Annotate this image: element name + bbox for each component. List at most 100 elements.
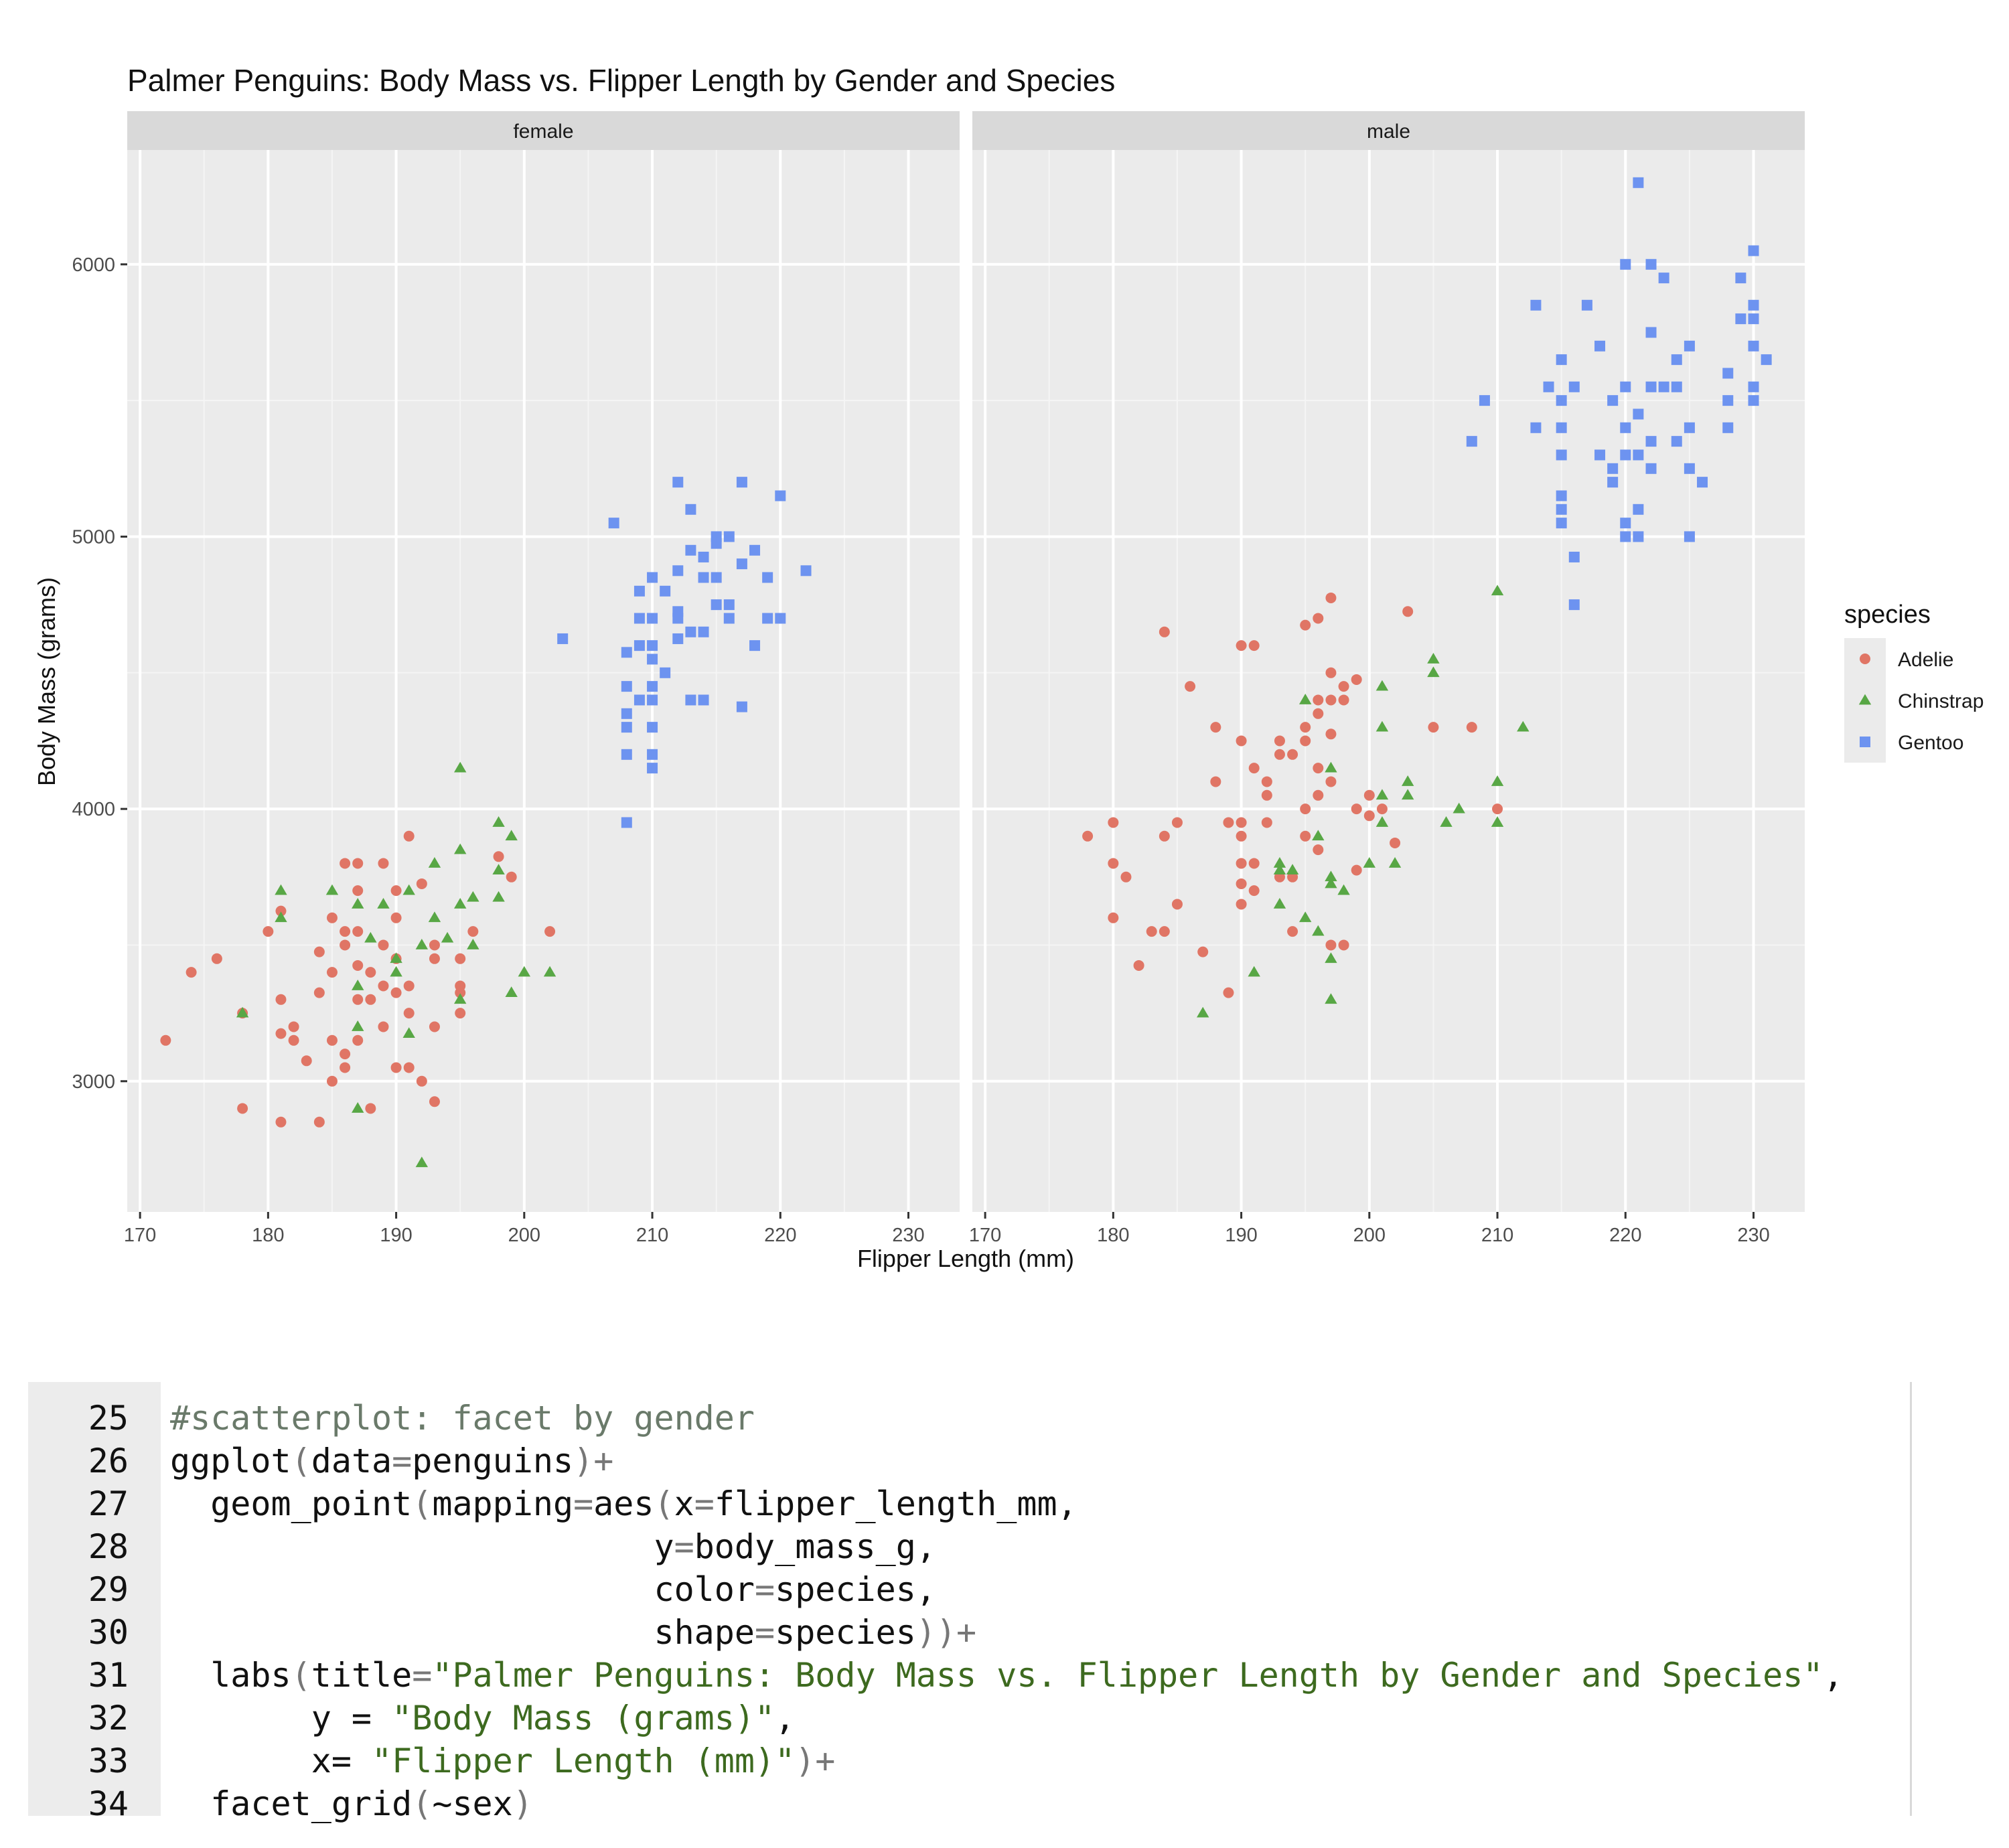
facet-strip-label: female [513,121,573,143]
point-gentoo [1722,422,1734,433]
point-adelie [1363,789,1375,801]
point-adelie [390,912,402,923]
y-tick-label: 3000 [72,1071,115,1093]
point-chinstrap [1363,857,1376,868]
point-gentoo [749,544,761,556]
facet-panel-male: male [972,111,1805,1212]
code-line: 33 x= "Flipper Length (mm)")+ [28,1740,1910,1782]
point-gentoo [736,477,747,488]
point-gentoo [1620,422,1631,433]
code-token: ( [654,1484,674,1523]
point-adelie [429,953,440,964]
legend-label: Adelie [1898,649,1953,671]
point-gentoo [1722,395,1734,406]
point-adelie [1236,899,1247,910]
point-adelie [340,1049,351,1060]
code-token: = [754,1613,775,1652]
line-number: 30 [88,1613,129,1652]
point-chinstrap [505,986,518,998]
point-chinstrap [1273,857,1286,868]
point-adelie [1363,810,1375,822]
point-gentoo [1633,449,1644,461]
code-token: ) [512,1784,533,1823]
point-adelie [1146,926,1157,937]
code-token: "Body Mass (grams)" [392,1699,775,1738]
point-gentoo [647,694,658,706]
x-tick-label: 220 [1609,1225,1641,1246]
point-gentoo [1748,299,1759,311]
point-adelie [429,1096,440,1107]
point-gentoo [1735,273,1746,284]
point-chinstrap [1375,789,1389,800]
code-line: 34 facet_grid(~sex) [28,1782,1910,1825]
point-adelie [326,1075,338,1087]
x-axis-female: 170 180 190 200 210 220 230 [124,1212,925,1246]
code-line: 25 #scatterplot: facet by gender [28,1397,1910,1440]
point-gentoo [1620,381,1631,392]
point-adelie [352,926,364,937]
x-tick-label: 230 [892,1225,924,1246]
point-adelie [1338,694,1349,706]
point-gentoo [685,626,696,637]
y-tick-label: 4000 [72,799,115,820]
code-token: geom_point [170,1484,413,1523]
point-chinstrap [1299,694,1312,704]
point-adelie [416,878,427,889]
point-adelie [211,953,222,964]
point-gentoo [1568,381,1580,392]
point-chinstrap [454,843,467,854]
line-number: 33 [88,1742,129,1780]
point-chinstrap [1453,802,1465,814]
point-gentoo [1556,395,1567,406]
point-gentoo [621,749,632,760]
point-gentoo [1556,354,1567,366]
point-gentoo [1645,463,1657,474]
point-gentoo [1645,258,1657,270]
point-gentoo [1556,518,1567,529]
code-token: species [775,1613,916,1652]
point-gentoo [775,490,786,502]
point-chinstrap [467,891,479,902]
point-adelie [429,1021,440,1032]
point-adelie [1300,735,1311,747]
point-gentoo [647,653,658,665]
point-adelie [352,1034,364,1046]
point-chinstrap [236,1006,249,1018]
point-adelie [1300,722,1311,733]
point-gentoo [621,647,632,658]
code-text: geom_point(mapping=aes(x=flipper_length_… [170,1482,1077,1525]
code-token: = [392,1442,413,1480]
point-chinstrap [1427,653,1440,664]
x-tick-label: 190 [380,1225,412,1246]
legend-marker-adelie [1860,653,1870,664]
chart-title: Palmer Penguins: Body Mass vs. Flipper L… [127,63,1115,98]
code-token: , [1823,1656,1844,1695]
point-gentoo [660,585,671,597]
point-gentoo [634,613,645,624]
point-adelie [1210,722,1221,733]
point-gentoo [634,585,645,597]
point-adelie [1236,858,1247,869]
point-gentoo [1633,504,1644,515]
point-gentoo [1748,245,1759,256]
point-adelie [1159,926,1170,937]
code-token: )+ [573,1442,614,1480]
point-gentoo [762,572,773,583]
code-text: #scatterplot: facet by gender [170,1397,755,1440]
point-chinstrap [1491,775,1504,786]
code-line: 30 shape=species))+ [28,1611,1910,1654]
point-chinstrap [364,931,377,943]
point-gentoo [685,694,696,706]
point-chinstrap [1299,911,1312,923]
point-gentoo [1594,340,1606,352]
point-gentoo [672,606,684,617]
point-adelie [326,912,338,923]
point-gentoo [698,626,709,637]
point-adelie [1300,619,1311,631]
point-gentoo [647,572,658,583]
point-adelie [1287,926,1298,937]
point-gentoo [1607,395,1619,406]
point-gentoo [1645,381,1657,392]
point-gentoo [1697,477,1708,488]
point-adelie [403,1008,415,1019]
